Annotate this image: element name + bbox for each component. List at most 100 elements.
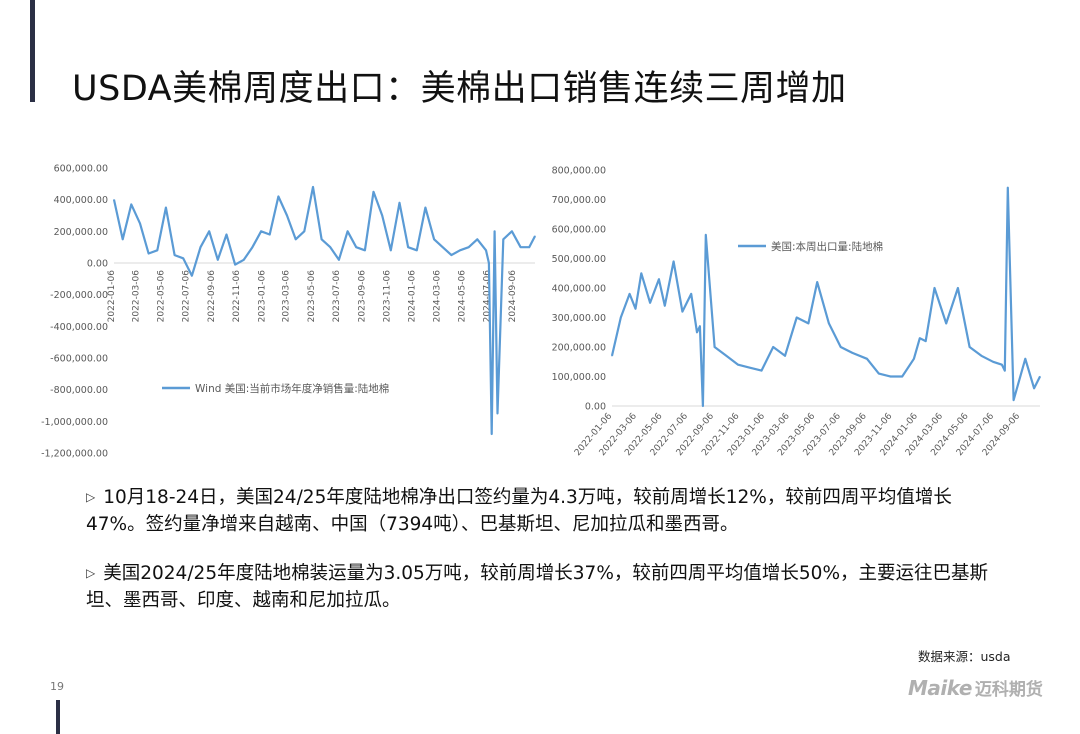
legend-label: 美国:本周出口量:陆地棉	[771, 240, 883, 253]
data-point	[851, 352, 853, 354]
x-tick-label: 2023-03-06	[282, 270, 292, 323]
data-point	[705, 234, 707, 236]
data-point	[130, 203, 132, 206]
data-point	[1013, 399, 1015, 401]
data-point	[511, 230, 513, 232]
data-point	[699, 325, 701, 327]
data-point	[1007, 187, 1009, 189]
data-point	[346, 230, 349, 232]
page-number: 19	[50, 680, 64, 693]
data-point	[816, 281, 818, 283]
data-point	[796, 316, 798, 319]
data-point	[772, 346, 774, 348]
data-point	[1001, 364, 1003, 366]
data-point	[148, 252, 150, 255]
data-point	[784, 355, 786, 357]
data-point	[277, 195, 279, 198]
data-point	[649, 302, 651, 304]
bullet-text: 美国2024/25年度陆地棉装运量为3.05万吨，较前周增长37%，较前四周平均…	[86, 563, 989, 611]
data-point	[933, 287, 936, 289]
x-tick-label: 2022-05-06	[156, 270, 166, 323]
data-point	[312, 186, 314, 188]
triangle-bullet-icon: ▷	[86, 490, 96, 504]
data-point	[878, 372, 880, 375]
data-point	[840, 346, 842, 348]
y-tick-label: -400,000.00	[50, 322, 108, 333]
data-point	[113, 199, 115, 201]
bullet-text: 10月18-24日，美国24/25年度陆地棉净出口签约量为4.3万吨，较前周增长…	[86, 487, 952, 535]
data-point	[398, 202, 401, 204]
data-point	[459, 249, 461, 251]
slide-title: USDA美棉周度出口：美棉出口销售连续三周增加	[72, 69, 847, 109]
data-point	[913, 358, 915, 360]
x-tick-label: 2022-03-06	[131, 270, 141, 323]
x-tick-label: 2024-01-06	[408, 270, 418, 323]
y-tick-label: 600,000.00	[552, 225, 606, 236]
data-point	[182, 257, 184, 259]
data-point	[957, 287, 959, 289]
data-point	[534, 235, 536, 237]
data-point	[945, 322, 947, 324]
data-point	[828, 322, 830, 324]
data-point	[390, 249, 392, 251]
data-point	[381, 214, 383, 217]
logo-cn-text: 迈科期货	[974, 680, 1043, 700]
data-point	[1033, 387, 1035, 389]
data-point	[191, 275, 193, 277]
data-point	[476, 238, 478, 240]
x-tick-label: 2022-07-06	[182, 270, 192, 323]
data-point	[424, 206, 427, 209]
x-tick-label: 2022-01-06	[107, 270, 117, 323]
y-tick-label: 700,000.00	[552, 195, 606, 206]
data-point	[260, 230, 262, 232]
data-point	[725, 355, 727, 357]
y-tick-label: 200,000.00	[552, 343, 606, 354]
y-tick-label: -600,000.00	[50, 354, 108, 365]
data-point	[225, 233, 228, 236]
data-point	[329, 246, 331, 248]
data-point	[760, 370, 763, 372]
y-tick-label: 400,000.00	[552, 284, 606, 295]
data-point	[1024, 358, 1026, 360]
data-point	[980, 355, 982, 357]
data-point	[1039, 375, 1041, 378]
data-point	[681, 311, 683, 313]
data-point	[468, 246, 470, 248]
data-point	[303, 230, 305, 232]
data-point	[901, 375, 903, 378]
data-point	[165, 206, 167, 209]
triangle-bullet-icon: ▷	[86, 566, 96, 580]
x-tick-label: 2022-09-06	[207, 270, 217, 323]
data-point	[433, 238, 435, 240]
y-tick-label: 200,000.00	[54, 227, 108, 238]
data-point	[690, 293, 692, 295]
data-point	[628, 293, 631, 295]
data-point	[866, 358, 868, 360]
data-point	[416, 249, 418, 251]
series-line	[112, 185, 536, 436]
data-point	[269, 233, 271, 236]
data-point	[372, 191, 375, 193]
y-tick-label: -800,000.00	[50, 385, 108, 396]
data-point	[528, 246, 530, 248]
data-point	[969, 346, 971, 348]
data-point	[286, 214, 288, 217]
chart-weekly-exports: 800,000.00 700,000.00 600,000.00 500,000.00…	[540, 152, 1050, 472]
chart-net-sales: 600,000.00 400,000.00 200,000.00 0.00 -200,0…	[30, 152, 540, 472]
y-tick-label: -1,000,000.00	[41, 417, 108, 428]
data-point	[658, 278, 660, 280]
x-tick-label: 2023-05-06	[307, 270, 317, 323]
x-tick-label: 2023-09-06	[357, 270, 367, 323]
data-point	[234, 263, 236, 266]
series-line	[610, 186, 1041, 408]
data-point	[122, 238, 124, 240]
data-source: 数据来源：usda	[918, 649, 1011, 664]
bullet-item: ▷ 美国2024/25年度陆地棉装运量为3.05万吨，较前周增长37%，较前四周平…	[86, 560, 1006, 614]
data-point	[208, 230, 210, 232]
data-point	[714, 346, 716, 348]
top-accent-bar	[30, 0, 35, 102]
data-point	[243, 259, 245, 261]
data-point	[664, 305, 666, 307]
y-tick-label: -1,200,000.00	[41, 449, 108, 460]
data-point	[496, 412, 499, 415]
